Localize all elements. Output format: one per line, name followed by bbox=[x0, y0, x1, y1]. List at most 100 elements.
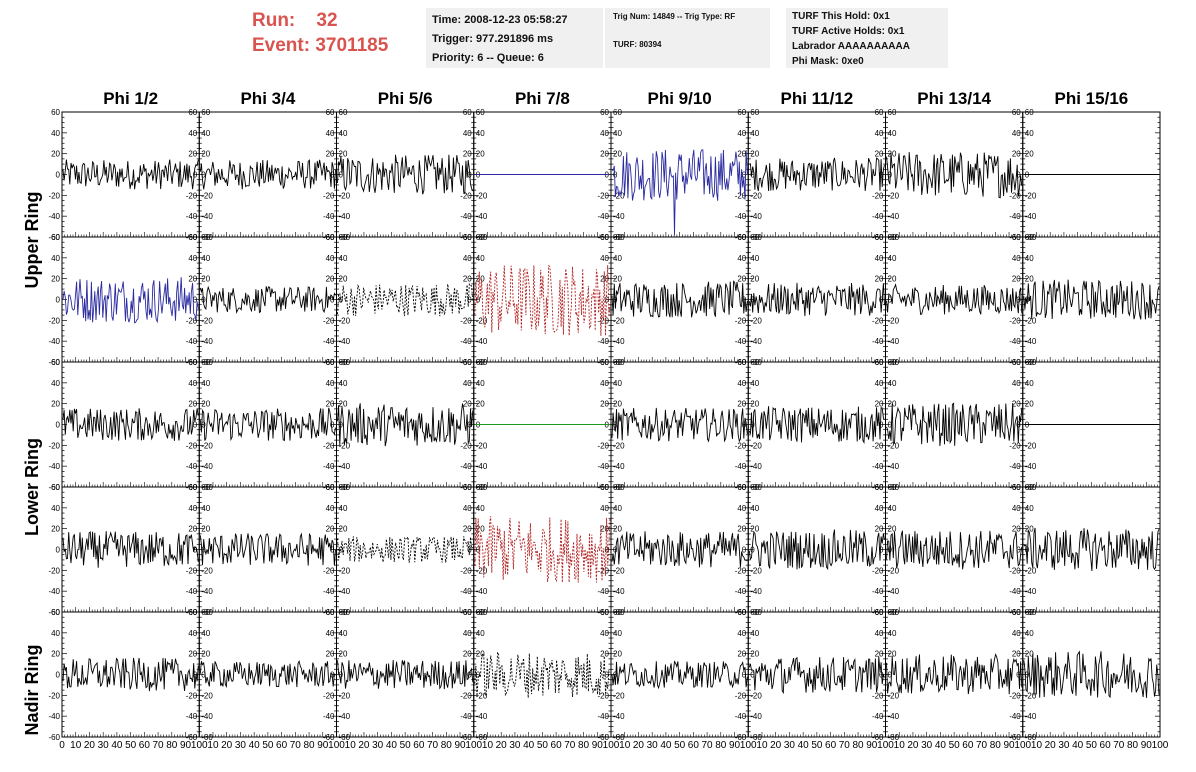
y-tick-label: 60 bbox=[1025, 358, 1034, 367]
y-tick-label: -40 bbox=[888, 462, 900, 471]
x-tick-label: 10 bbox=[1031, 740, 1043, 751]
x-tick-label: 30 bbox=[98, 740, 110, 751]
y-tick-label: 60 bbox=[463, 608, 472, 617]
waveform-trace bbox=[886, 402, 1023, 447]
y-tick-label: -40 bbox=[339, 712, 351, 721]
y-tick-label: 20 bbox=[201, 275, 210, 284]
y-tick-label: 0 bbox=[879, 546, 884, 555]
turf-hold-line: TURF This Hold: 0x1 bbox=[792, 11, 890, 22]
y-tick-label: 60 bbox=[339, 108, 348, 117]
x-tick-label: 10 bbox=[894, 740, 906, 751]
x-tick-label: 80 bbox=[166, 740, 178, 751]
y-tick-label: 20 bbox=[51, 400, 60, 409]
y-tick-label: 60 bbox=[613, 108, 622, 117]
y-tick-label: -20 bbox=[323, 316, 335, 325]
x-tick-label: 70 bbox=[1113, 740, 1125, 751]
y-tick-label: 60 bbox=[1012, 483, 1021, 492]
y-tick-label: -40 bbox=[48, 712, 60, 721]
y-tick-label: 20 bbox=[188, 275, 197, 284]
y-tick-label: -20 bbox=[460, 191, 472, 200]
y-tick-label: -20 bbox=[460, 316, 472, 325]
y-tick-label: 60 bbox=[463, 483, 472, 492]
y-tick-label: -20 bbox=[872, 566, 884, 575]
y-tick-label: -40 bbox=[323, 337, 335, 346]
y-tick-label: 60 bbox=[737, 358, 746, 367]
x-tick-label: 70 bbox=[153, 740, 165, 751]
y-tick-label: 20 bbox=[888, 525, 897, 534]
y-tick-label: 40 bbox=[888, 129, 897, 138]
y-tick-label: 20 bbox=[326, 400, 335, 409]
x-tick-label: 10 bbox=[619, 740, 631, 751]
trig-line: Trig Num: 14849 -- Trig Type: RF bbox=[613, 12, 736, 21]
y-tick-label: 60 bbox=[1025, 483, 1034, 492]
y-tick-label: 40 bbox=[1012, 129, 1021, 138]
x-tick-label: 60 bbox=[413, 740, 425, 751]
waveform-trace bbox=[748, 656, 885, 695]
y-tick-label: -20 bbox=[323, 566, 335, 575]
y-tick-label: -40 bbox=[201, 712, 213, 721]
y-tick-label: 40 bbox=[326, 504, 335, 513]
waveform-trace bbox=[1023, 650, 1160, 699]
y-tick-label: 60 bbox=[737, 233, 746, 242]
x-tick-label: 100 bbox=[465, 740, 482, 751]
turf-line: TURF: 80394 bbox=[613, 40, 662, 49]
y-tick-label: 0 bbox=[476, 671, 481, 680]
y-tick-label: -40 bbox=[323, 462, 335, 471]
y-tick-label: 40 bbox=[613, 254, 622, 263]
y-tick-label: 40 bbox=[463, 254, 472, 263]
ring-label: Upper Ring bbox=[22, 192, 42, 289]
y-tick-label: 20 bbox=[339, 525, 348, 534]
y-tick-label: -40 bbox=[597, 587, 609, 596]
y-tick-label: 40 bbox=[476, 629, 485, 638]
y-tick-label: -40 bbox=[201, 337, 213, 346]
y-tick-label: 0 bbox=[879, 421, 884, 430]
y-tick-label: -20 bbox=[888, 566, 900, 575]
y-tick-label: 20 bbox=[750, 650, 759, 659]
y-tick-label: -20 bbox=[1025, 441, 1037, 450]
y-tick-label: 40 bbox=[600, 379, 609, 388]
y-tick-label: -20 bbox=[339, 566, 351, 575]
priority-line: Priority: 6 -- Queue: 6 bbox=[432, 52, 544, 64]
y-tick-label: -20 bbox=[872, 441, 884, 450]
y-tick-label: 0 bbox=[742, 296, 747, 305]
x-tick-label: 20 bbox=[221, 740, 233, 751]
trig-info-box: Trig Num: 14849 -- Trig Type: RF TURF: 8… bbox=[605, 8, 770, 68]
y-tick-label: 20 bbox=[326, 150, 335, 159]
y-tick-label: 0 bbox=[56, 546, 61, 555]
x-tick-label: 90 bbox=[866, 740, 878, 751]
y-tick-label: 20 bbox=[600, 525, 609, 534]
y-tick-label: 20 bbox=[326, 525, 335, 534]
y-tick-label: 60 bbox=[1012, 358, 1021, 367]
waveform-trace bbox=[62, 159, 199, 190]
y-tick-label: 20 bbox=[888, 275, 897, 284]
y-tick-label: 60 bbox=[875, 608, 884, 617]
y-tick-label: -20 bbox=[750, 566, 762, 575]
x-tick-label: 70 bbox=[564, 740, 576, 751]
x-tick-label: 50 bbox=[811, 740, 823, 751]
y-tick-label: -20 bbox=[186, 191, 198, 200]
y-tick-label: -40 bbox=[735, 712, 747, 721]
y-tick-label: 40 bbox=[476, 379, 485, 388]
y-tick-label: -20 bbox=[1025, 191, 1037, 200]
y-tick-label: 60 bbox=[51, 608, 60, 617]
y-tick-label: 20 bbox=[1025, 400, 1034, 409]
waveform-trace bbox=[748, 406, 885, 444]
x-tick-label: 30 bbox=[235, 740, 247, 751]
waveform-trace bbox=[886, 530, 1023, 570]
column-title: Phi 1/2 bbox=[103, 89, 158, 108]
y-tick-label: 40 bbox=[476, 129, 485, 138]
y-tick-label: -40 bbox=[48, 587, 60, 596]
y-tick-label: -60 bbox=[476, 733, 488, 742]
y-tick-label: 40 bbox=[888, 629, 897, 638]
x-tick-label: 100 bbox=[191, 740, 208, 751]
y-tick-label: 0 bbox=[193, 296, 198, 305]
y-tick-label: 20 bbox=[476, 150, 485, 159]
y-tick-label: -20 bbox=[201, 566, 213, 575]
y-tick-label: 40 bbox=[188, 129, 197, 138]
